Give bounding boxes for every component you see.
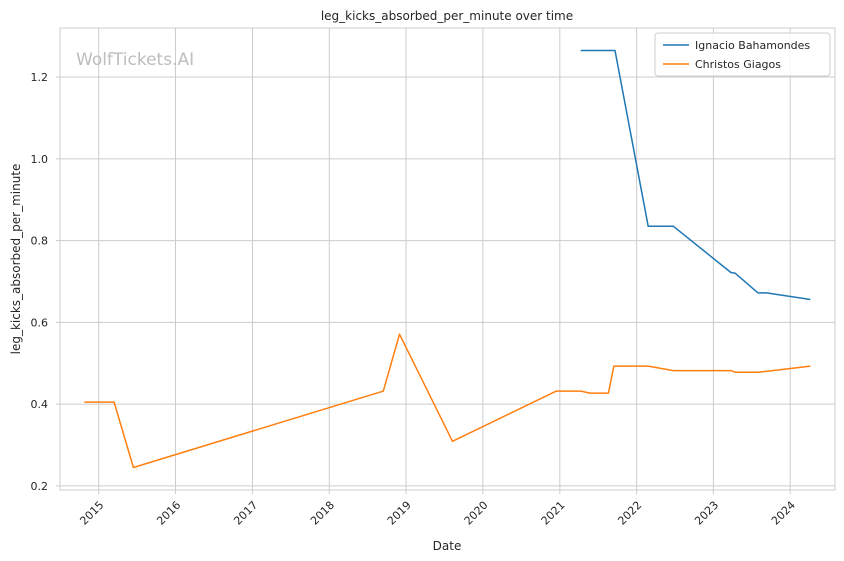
legend-box bbox=[654, 32, 831, 77]
chart-title: leg_kicks_absorbed_per_minute over time bbox=[321, 9, 573, 23]
x-tick-label: 2017 bbox=[231, 499, 260, 528]
series-lines bbox=[84, 49, 811, 469]
x-tick-label: 2015 bbox=[77, 499, 106, 528]
x-tick-label: 2019 bbox=[385, 499, 414, 528]
legend: Ignacio Bahamondes Christos Giagos bbox=[654, 32, 831, 77]
x-tick-label: 2024 bbox=[769, 499, 798, 528]
x-tick-label: 2022 bbox=[615, 499, 644, 528]
x-tick-labels: 2015 2016 2017 2018 2019 2020 2021 2022 2023 2024 bbox=[77, 490, 798, 528]
x-tick-label: 2023 bbox=[692, 499, 721, 528]
y-tick-label: 1.2 bbox=[31, 71, 49, 84]
watermark-text: WolfTickets.AI bbox=[76, 50, 194, 70]
y-tick-label: 0.6 bbox=[31, 316, 49, 329]
legend-label: Ignacio Bahamondes bbox=[695, 39, 810, 52]
y-tick-labels: 0.2 0.4 0.6 0.8 1.0 1.2 bbox=[31, 71, 60, 493]
plot-background bbox=[60, 28, 835, 490]
x-tick-label: 2018 bbox=[308, 499, 337, 528]
y-tick-label: 0.2 bbox=[31, 480, 49, 493]
y-gridlines bbox=[60, 76, 835, 487]
plot-frame bbox=[59, 27, 836, 491]
series-line-christos-giagos bbox=[84, 333, 811, 469]
x-axis-title: Date bbox=[433, 539, 462, 553]
x-tick-label: 2016 bbox=[154, 499, 183, 528]
y-tick-label: 0.4 bbox=[31, 398, 49, 411]
series-line-ignacio-bahamondes bbox=[580, 49, 811, 301]
legend-label: Christos Giagos bbox=[695, 58, 781, 71]
y-axis-title: leg_kicks_absorbed_per_minute bbox=[9, 164, 23, 355]
x-tick-label: 2020 bbox=[462, 499, 491, 528]
y-tick-label: 1.0 bbox=[31, 153, 49, 166]
y-tick-label: 0.8 bbox=[31, 235, 49, 248]
x-tick-label: 2021 bbox=[539, 499, 568, 528]
